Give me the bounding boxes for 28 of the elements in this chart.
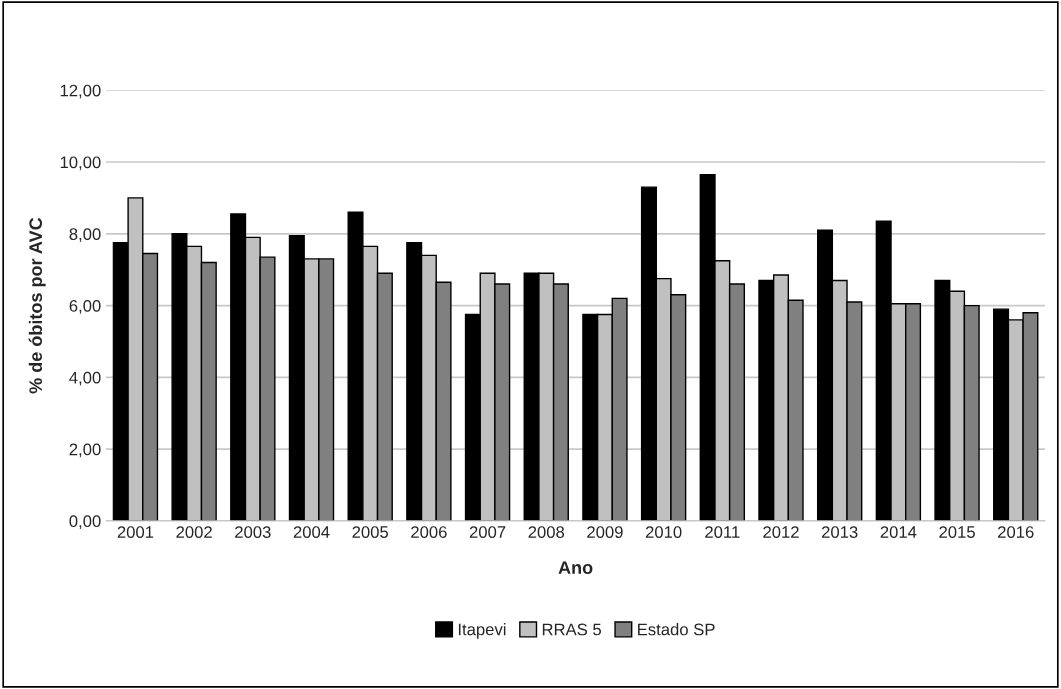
legend-label: Estado SP: [638, 623, 715, 636]
x-tick-label: 2002: [176, 526, 212, 538]
x-tick-label: 2004: [293, 526, 330, 538]
y-tick-label: 8,00: [69, 228, 101, 242]
legend-label: RRAS 5: [542, 623, 601, 636]
x-tick-label: 2008: [528, 526, 565, 538]
y-axis-title: % de óbitos por AVC: [28, 217, 46, 394]
x-tick-label: 2003: [235, 526, 271, 538]
x-tick-label: 2012: [763, 526, 799, 538]
x-tick-label: 2001: [117, 526, 154, 538]
x-tick-label: 2006: [411, 526, 447, 538]
x-tick-label: 2011: [705, 526, 740, 538]
y-tick-label: 10,00: [60, 156, 101, 171]
y-tick-label: 2,00: [69, 443, 101, 458]
legend-label: Itapevi: [458, 623, 506, 639]
x-tick-label: 2015: [939, 526, 975, 538]
x-tick-label: 2009: [587, 526, 623, 538]
x-axis-title: Ano: [558, 561, 593, 574]
x-tick-label: 2013: [821, 526, 858, 538]
x-tick-label: 2014: [880, 526, 917, 538]
y-tick-label: 6,00: [69, 299, 101, 314]
x-tick-label: 2010: [645, 526, 682, 538]
x-tick-label: 2007: [469, 526, 506, 538]
x-tick-label: 2005: [352, 526, 389, 538]
x-tick-label: 2016: [998, 526, 1034, 538]
y-tick-label: 0,00: [69, 515, 101, 530]
y-tick-label: 4,00: [69, 371, 101, 386]
y-tick-label: 12,00: [60, 84, 101, 99]
